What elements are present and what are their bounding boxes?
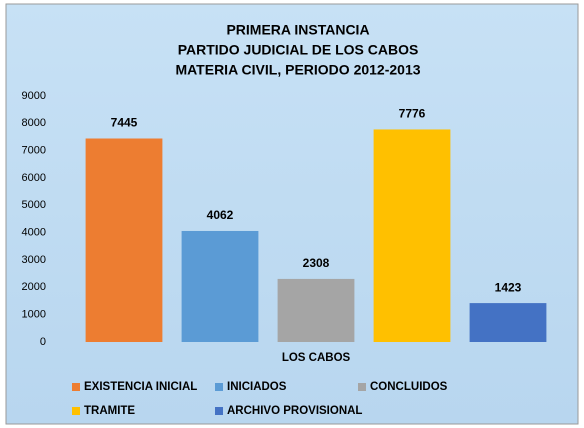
bar — [277, 278, 355, 342]
y-tick-label: 6000 — [22, 172, 46, 184]
data-label: 2308 — [303, 256, 330, 270]
y-tick-label: 9000 — [22, 90, 46, 102]
legend-label: EXISTENCIA INICIAL — [84, 381, 197, 393]
y-tick-label: 8000 — [22, 117, 46, 129]
y-tick-label: 7000 — [22, 145, 46, 157]
y-tick-label: 2000 — [22, 281, 46, 293]
y-tick-label: 0 — [40, 336, 46, 348]
legend-label: INICIADOS — [227, 381, 287, 393]
y-tick-label: 5000 — [22, 199, 46, 211]
legend-swatch — [72, 407, 80, 415]
data-label: 7445 — [111, 116, 138, 130]
chart-title: MATERIA CIVIL, PERIODO 2012-2013 — [175, 62, 420, 78]
x-tick-label: LOS CABOS — [282, 352, 351, 364]
y-tick-label: 1000 — [22, 309, 46, 321]
y-tick-label: 4000 — [22, 227, 46, 239]
legend-swatch — [215, 407, 223, 415]
legend-label: TRAMITE — [84, 405, 135, 417]
y-tick-label: 3000 — [22, 254, 46, 266]
bar — [469, 303, 547, 342]
data-label: 4062 — [207, 208, 234, 222]
legend-swatch — [358, 383, 366, 391]
chart-title: PRIMERA INSTANCIA — [226, 22, 369, 38]
chart-title: PARTIDO JUDICIAL DE LOS CABOS — [178, 42, 419, 58]
legend-swatch — [72, 383, 80, 391]
legend-label: CONCLUIDOS — [370, 381, 448, 393]
data-label: 7776 — [399, 107, 426, 121]
legend-label: ARCHIVO PROVISIONAL — [227, 405, 362, 417]
bar — [373, 129, 451, 342]
bar — [181, 230, 259, 342]
data-label: 1423 — [495, 280, 522, 294]
legend-swatch — [215, 383, 223, 391]
bar — [85, 138, 163, 342]
